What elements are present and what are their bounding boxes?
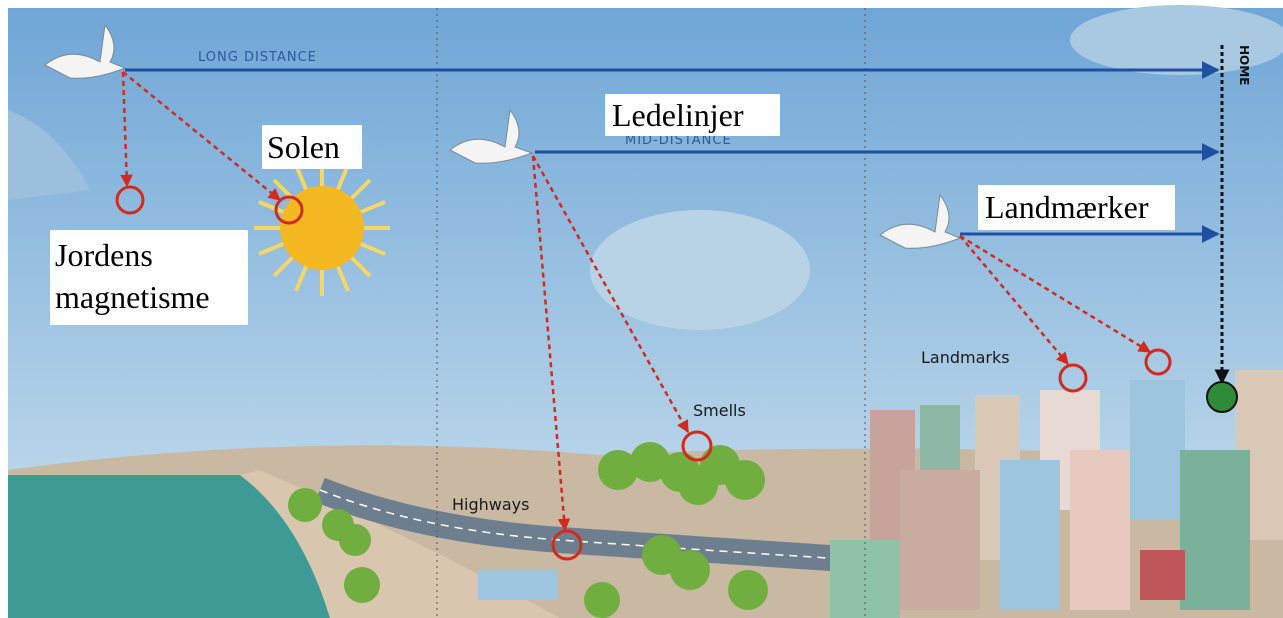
shape-rect bbox=[1140, 550, 1185, 600]
shape-ellipse bbox=[590, 210, 810, 330]
shape-circle bbox=[584, 582, 620, 618]
smells-label: Smells bbox=[693, 401, 746, 420]
ledelinjer-label: Ledelinjer bbox=[612, 97, 744, 133]
page: LONG DISTANCE MID-DISTANCE HOME Landmark… bbox=[0, 0, 1283, 618]
shape-rect bbox=[1000, 460, 1060, 610]
shape-circle bbox=[339, 524, 371, 556]
magnetisme-label: magnetisme bbox=[55, 279, 210, 315]
jordens-label: Jordens bbox=[55, 237, 153, 273]
shape-rect bbox=[900, 470, 980, 610]
landmarks-label: Landmarks bbox=[921, 348, 1010, 367]
sun bbox=[254, 160, 390, 296]
shape-circle bbox=[678, 465, 718, 505]
shape-rect bbox=[478, 570, 558, 600]
long-distance-label: LONG DISTANCE bbox=[198, 50, 317, 65]
infographic: LONG DISTANCE MID-DISTANCE HOME Landmark… bbox=[0, 0, 1283, 618]
shape-circle bbox=[725, 460, 765, 500]
home-marker bbox=[1207, 382, 1237, 412]
shape-circle bbox=[288, 488, 322, 522]
shape-circle bbox=[344, 567, 380, 603]
shape-circle bbox=[728, 570, 768, 610]
shape-rect bbox=[1130, 380, 1185, 520]
shape-rect bbox=[1180, 450, 1250, 610]
shape-rect bbox=[1070, 450, 1130, 610]
landmaerker-label: Landmærker bbox=[985, 189, 1149, 225]
home-label: HOME bbox=[1237, 45, 1251, 85]
solen-label: Solen bbox=[267, 129, 340, 165]
shape-circle bbox=[670, 550, 710, 590]
highways-label: Highways bbox=[452, 495, 529, 514]
